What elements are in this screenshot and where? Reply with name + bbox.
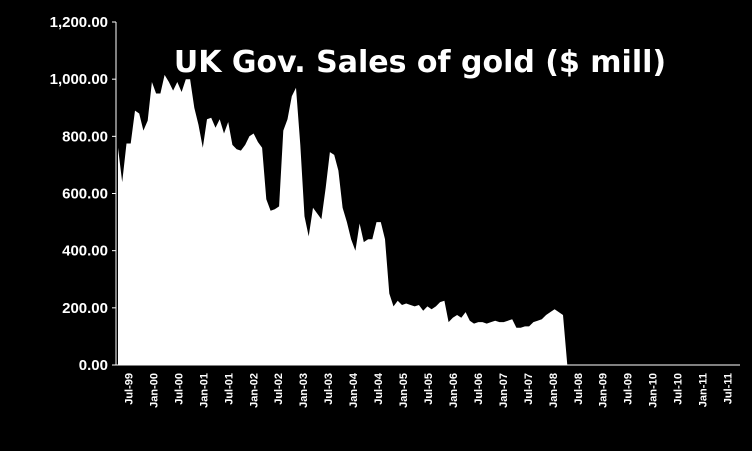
gold-sales-area <box>118 74 568 366</box>
y-axis: 0.00 200.00 400.00 600.00 800.00 1,000.00 1,20… <box>50 14 116 374</box>
y-tick-label: 800.00 <box>62 128 108 145</box>
y-tick-label: 1,200.00 <box>50 14 108 31</box>
x-tick-label: Jan-09 <box>598 373 610 408</box>
x-tick-label: Jul-10 <box>673 373 685 405</box>
x-tick-label: Jan-03 <box>298 373 310 408</box>
y-tick-label: 400.00 <box>62 243 108 260</box>
x-tick-label: Jul-00 <box>173 373 185 405</box>
x-axis: Jul-99 Jan-00 Jul-00 Jan-01 Jul-01 Jan-02 Jul-… <box>123 372 734 408</box>
x-tick-label: Jan-08 <box>548 373 560 408</box>
y-tick-label: 1,000.00 <box>50 71 108 88</box>
x-tick-label: Jan-10 <box>648 373 660 408</box>
x-tick-label: Jan-00 <box>148 373 160 408</box>
x-tick-label: Jul-08 <box>573 373 585 405</box>
x-tick-label: Jul-03 <box>323 373 335 405</box>
x-tick-label: Jul-06 <box>473 373 485 405</box>
area-series <box>118 74 568 366</box>
y-tick-label: 600.00 <box>62 186 108 203</box>
x-tick-label: Jul-04 <box>373 372 385 405</box>
y-tick-label: 200.00 <box>62 300 108 317</box>
x-tick-label: Jul-11 <box>723 373 735 404</box>
x-tick-label: Jul-07 <box>523 373 535 405</box>
x-tick-label: Jan-02 <box>248 373 260 408</box>
x-tick-label: Jan-11 <box>698 373 710 407</box>
x-tick-label: Jul-99 <box>123 373 135 405</box>
x-tick-label: Jul-05 <box>423 373 435 405</box>
x-tick-label: Jul-09 <box>623 373 635 405</box>
y-tick-label: 0.00 <box>79 357 108 374</box>
x-tick-label: Jan-05 <box>398 373 410 408</box>
x-tick-label: Jul-01 <box>223 373 235 405</box>
x-tick-label: Jan-01 <box>198 373 210 408</box>
x-tick-label: Jan-06 <box>448 373 460 408</box>
chart-title: UK Gov. Sales of gold ($ mill) <box>174 45 666 80</box>
x-tick-label: Jul-02 <box>273 373 285 405</box>
x-tick-label: Jan-07 <box>498 373 510 408</box>
x-tick-label: Jan-04 <box>348 372 360 408</box>
